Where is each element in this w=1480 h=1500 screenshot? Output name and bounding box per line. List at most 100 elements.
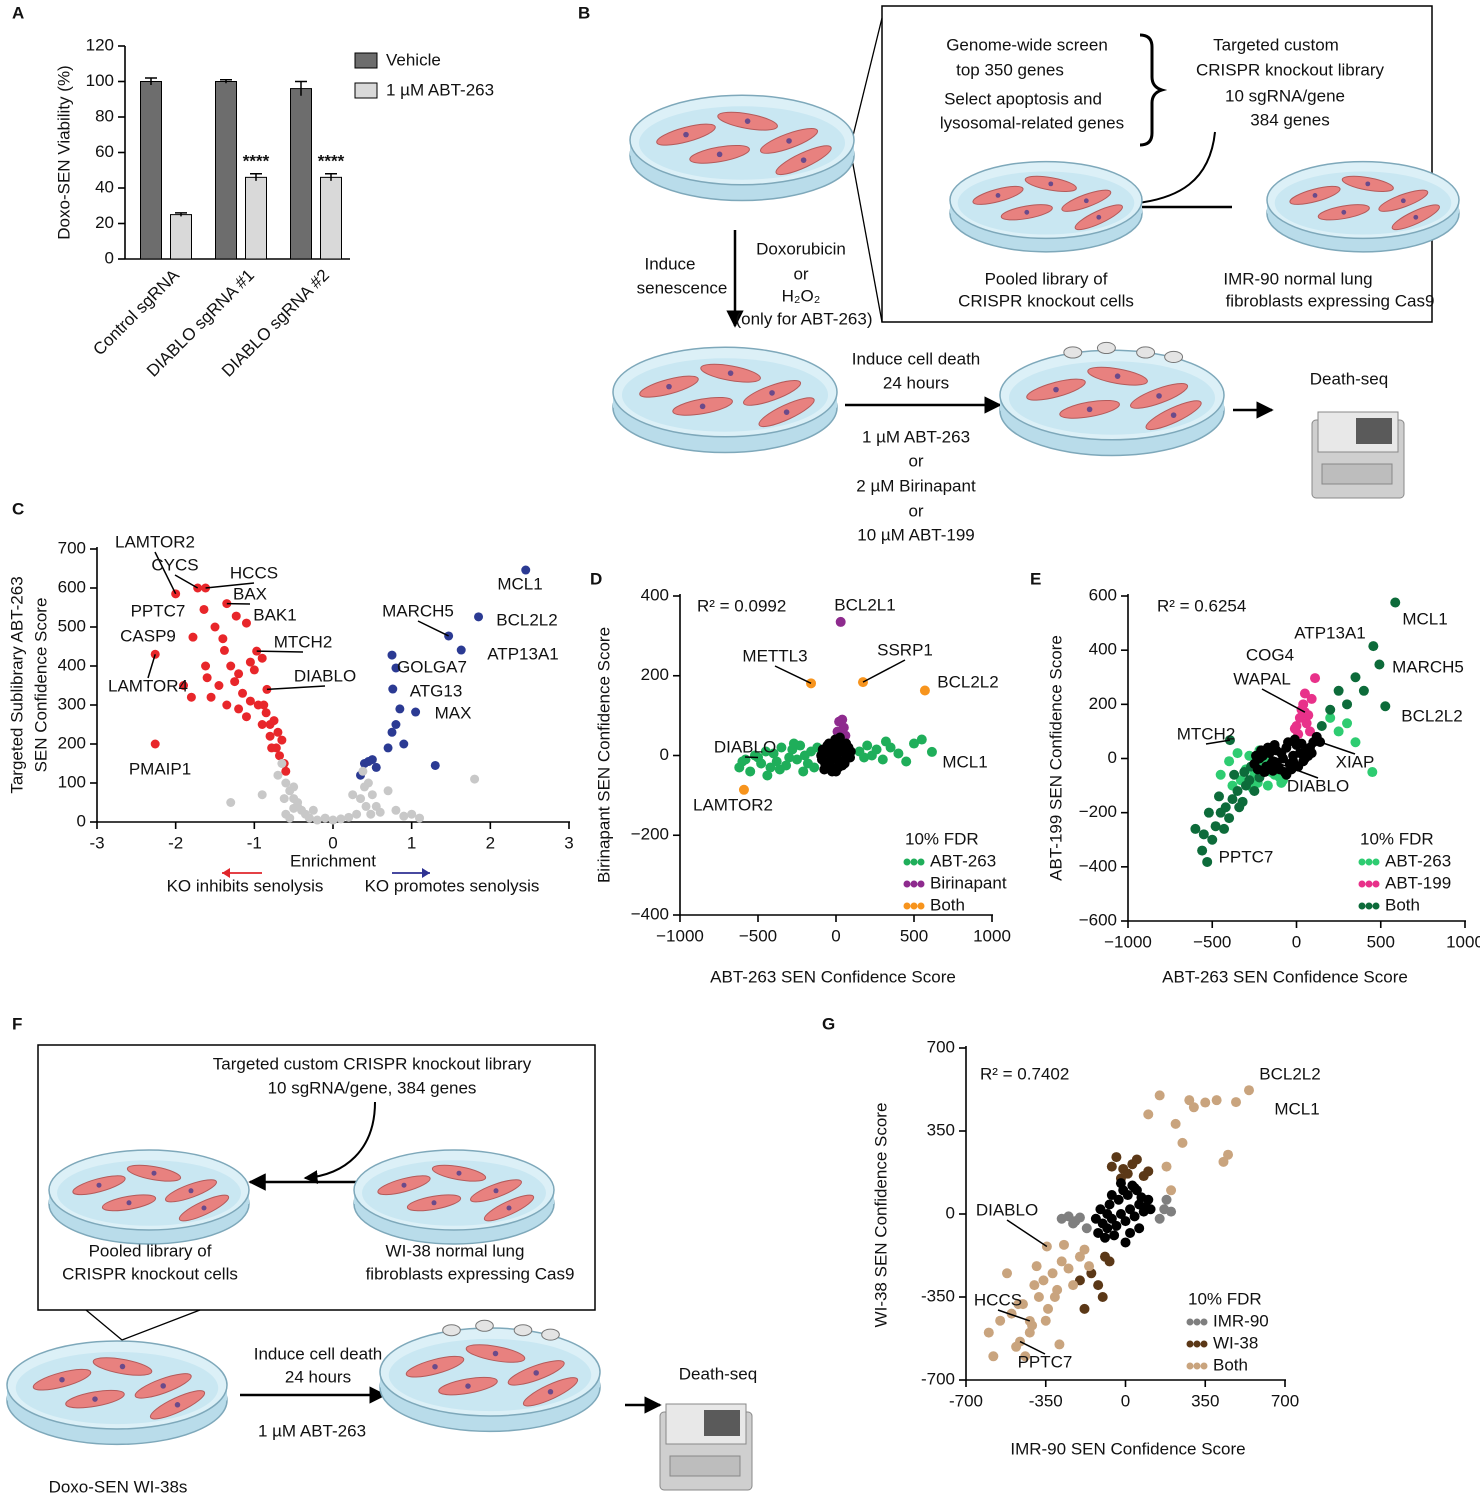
point <box>841 738 852 749</box>
point <box>1325 712 1336 723</box>
point <box>1129 1211 1140 1222</box>
legend-dot <box>903 902 911 910</box>
point-label: ATP13A1 <box>1294 623 1366 642</box>
library-box <box>37 1044 596 1311</box>
point <box>745 766 756 777</box>
point <box>206 692 216 702</box>
x-tick-label: 0 <box>1292 932 1301 951</box>
point <box>245 696 255 706</box>
bar <box>170 214 192 260</box>
point-label: ATG13 <box>410 681 463 700</box>
nucleus <box>744 118 751 124</box>
nucleus <box>800 157 807 163</box>
dead-cell <box>442 1324 461 1337</box>
point <box>257 653 267 663</box>
leader-line <box>1319 741 1356 755</box>
point <box>1325 704 1336 715</box>
point <box>1033 1292 1044 1302</box>
point <box>1289 723 1300 734</box>
y-tick-label: 200 <box>641 665 669 684</box>
legend-dot <box>1186 1340 1194 1348</box>
point <box>1097 1292 1108 1302</box>
nucleus <box>1312 192 1318 198</box>
y-tick-label: 500 <box>58 616 86 635</box>
nucleus <box>666 383 672 390</box>
y-tick-label: 100 <box>58 772 86 791</box>
point <box>234 704 244 714</box>
nucleus <box>432 1363 438 1370</box>
x-tick-label: -2 <box>168 833 183 852</box>
point-label: MTCH2 <box>274 632 333 651</box>
point <box>226 661 236 671</box>
legend-dot <box>903 880 911 888</box>
point <box>916 734 927 745</box>
point-label: BCL2L2 <box>496 610 557 629</box>
point <box>738 784 749 795</box>
nucleus <box>465 1383 471 1389</box>
point <box>765 762 776 773</box>
point <box>1368 641 1379 652</box>
legend-label: Both <box>1213 1355 1248 1374</box>
point <box>1031 1261 1042 1272</box>
r-squared: R² = 0.0992 <box>697 596 786 615</box>
point <box>363 778 373 788</box>
zoom-lines <box>85 1309 201 1341</box>
point <box>1120 1216 1131 1227</box>
point <box>1207 834 1218 845</box>
nucleus <box>493 1188 499 1194</box>
curved-arrow <box>303 1101 376 1185</box>
point <box>1011 1341 1022 1352</box>
point <box>1296 738 1307 749</box>
y-tick-label: 300 <box>58 694 86 713</box>
point-label: BCL2L2 <box>1259 1064 1320 1083</box>
point <box>1303 710 1314 721</box>
y-tick-label: 200 <box>1089 694 1117 713</box>
sequencer-screen <box>704 1410 740 1436</box>
point-label: BCL2L2 <box>1401 706 1462 725</box>
point <box>273 727 283 737</box>
point <box>1145 1204 1156 1215</box>
point <box>1390 597 1401 608</box>
point <box>1093 1280 1104 1291</box>
point <box>1229 769 1240 780</box>
x-tick-label: 1 <box>407 833 416 852</box>
point <box>1111 1220 1122 1231</box>
point <box>1227 794 1238 805</box>
point <box>1232 786 1243 796</box>
point <box>234 669 244 679</box>
legend-label: Both <box>930 895 965 914</box>
y-axis-title: SEN Confidence Score <box>31 598 50 773</box>
diagram-text: 10 sgRNA/gene, 384 genes <box>268 1078 477 1097</box>
point <box>387 650 397 660</box>
point <box>245 657 255 667</box>
point <box>1049 1292 1060 1302</box>
nucleus <box>727 370 734 376</box>
y-tick-label: -350 <box>921 1286 955 1305</box>
point <box>1161 1161 1172 1172</box>
x-tick-label: -3 <box>89 833 104 852</box>
diagram-text: Select apoptosis and <box>944 89 1102 108</box>
leader-line <box>256 650 304 653</box>
point <box>1232 748 1243 759</box>
point <box>1303 750 1314 761</box>
point <box>199 604 209 614</box>
point <box>361 801 371 811</box>
diagram-text: or <box>793 264 808 283</box>
point <box>901 756 912 767</box>
point-label: BCL2L1 <box>834 595 895 614</box>
point-label: DIABLO <box>1287 776 1349 795</box>
bar <box>245 176 267 260</box>
curved-arrow <box>1126 131 1216 211</box>
legend-label: ABT-199 <box>1385 873 1451 892</box>
y-tick-label: 600 <box>1089 585 1117 604</box>
legend-swatch <box>354 52 378 69</box>
diagram-text: H₂O₂ <box>782 286 821 305</box>
nucleus <box>1365 181 1371 187</box>
diagram-text: Genome-wide screen <box>946 35 1108 54</box>
point <box>1243 1085 1254 1096</box>
y-tick-label: 0 <box>105 248 114 267</box>
nucleus <box>1400 198 1406 204</box>
point <box>289 803 299 813</box>
point-label: MCL1 <box>1274 1099 1319 1118</box>
y-tick-label: 100 <box>86 71 114 90</box>
